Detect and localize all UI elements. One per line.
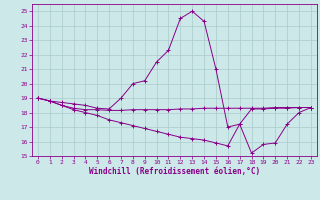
X-axis label: Windchill (Refroidissement éolien,°C): Windchill (Refroidissement éolien,°C) — [89, 167, 260, 176]
